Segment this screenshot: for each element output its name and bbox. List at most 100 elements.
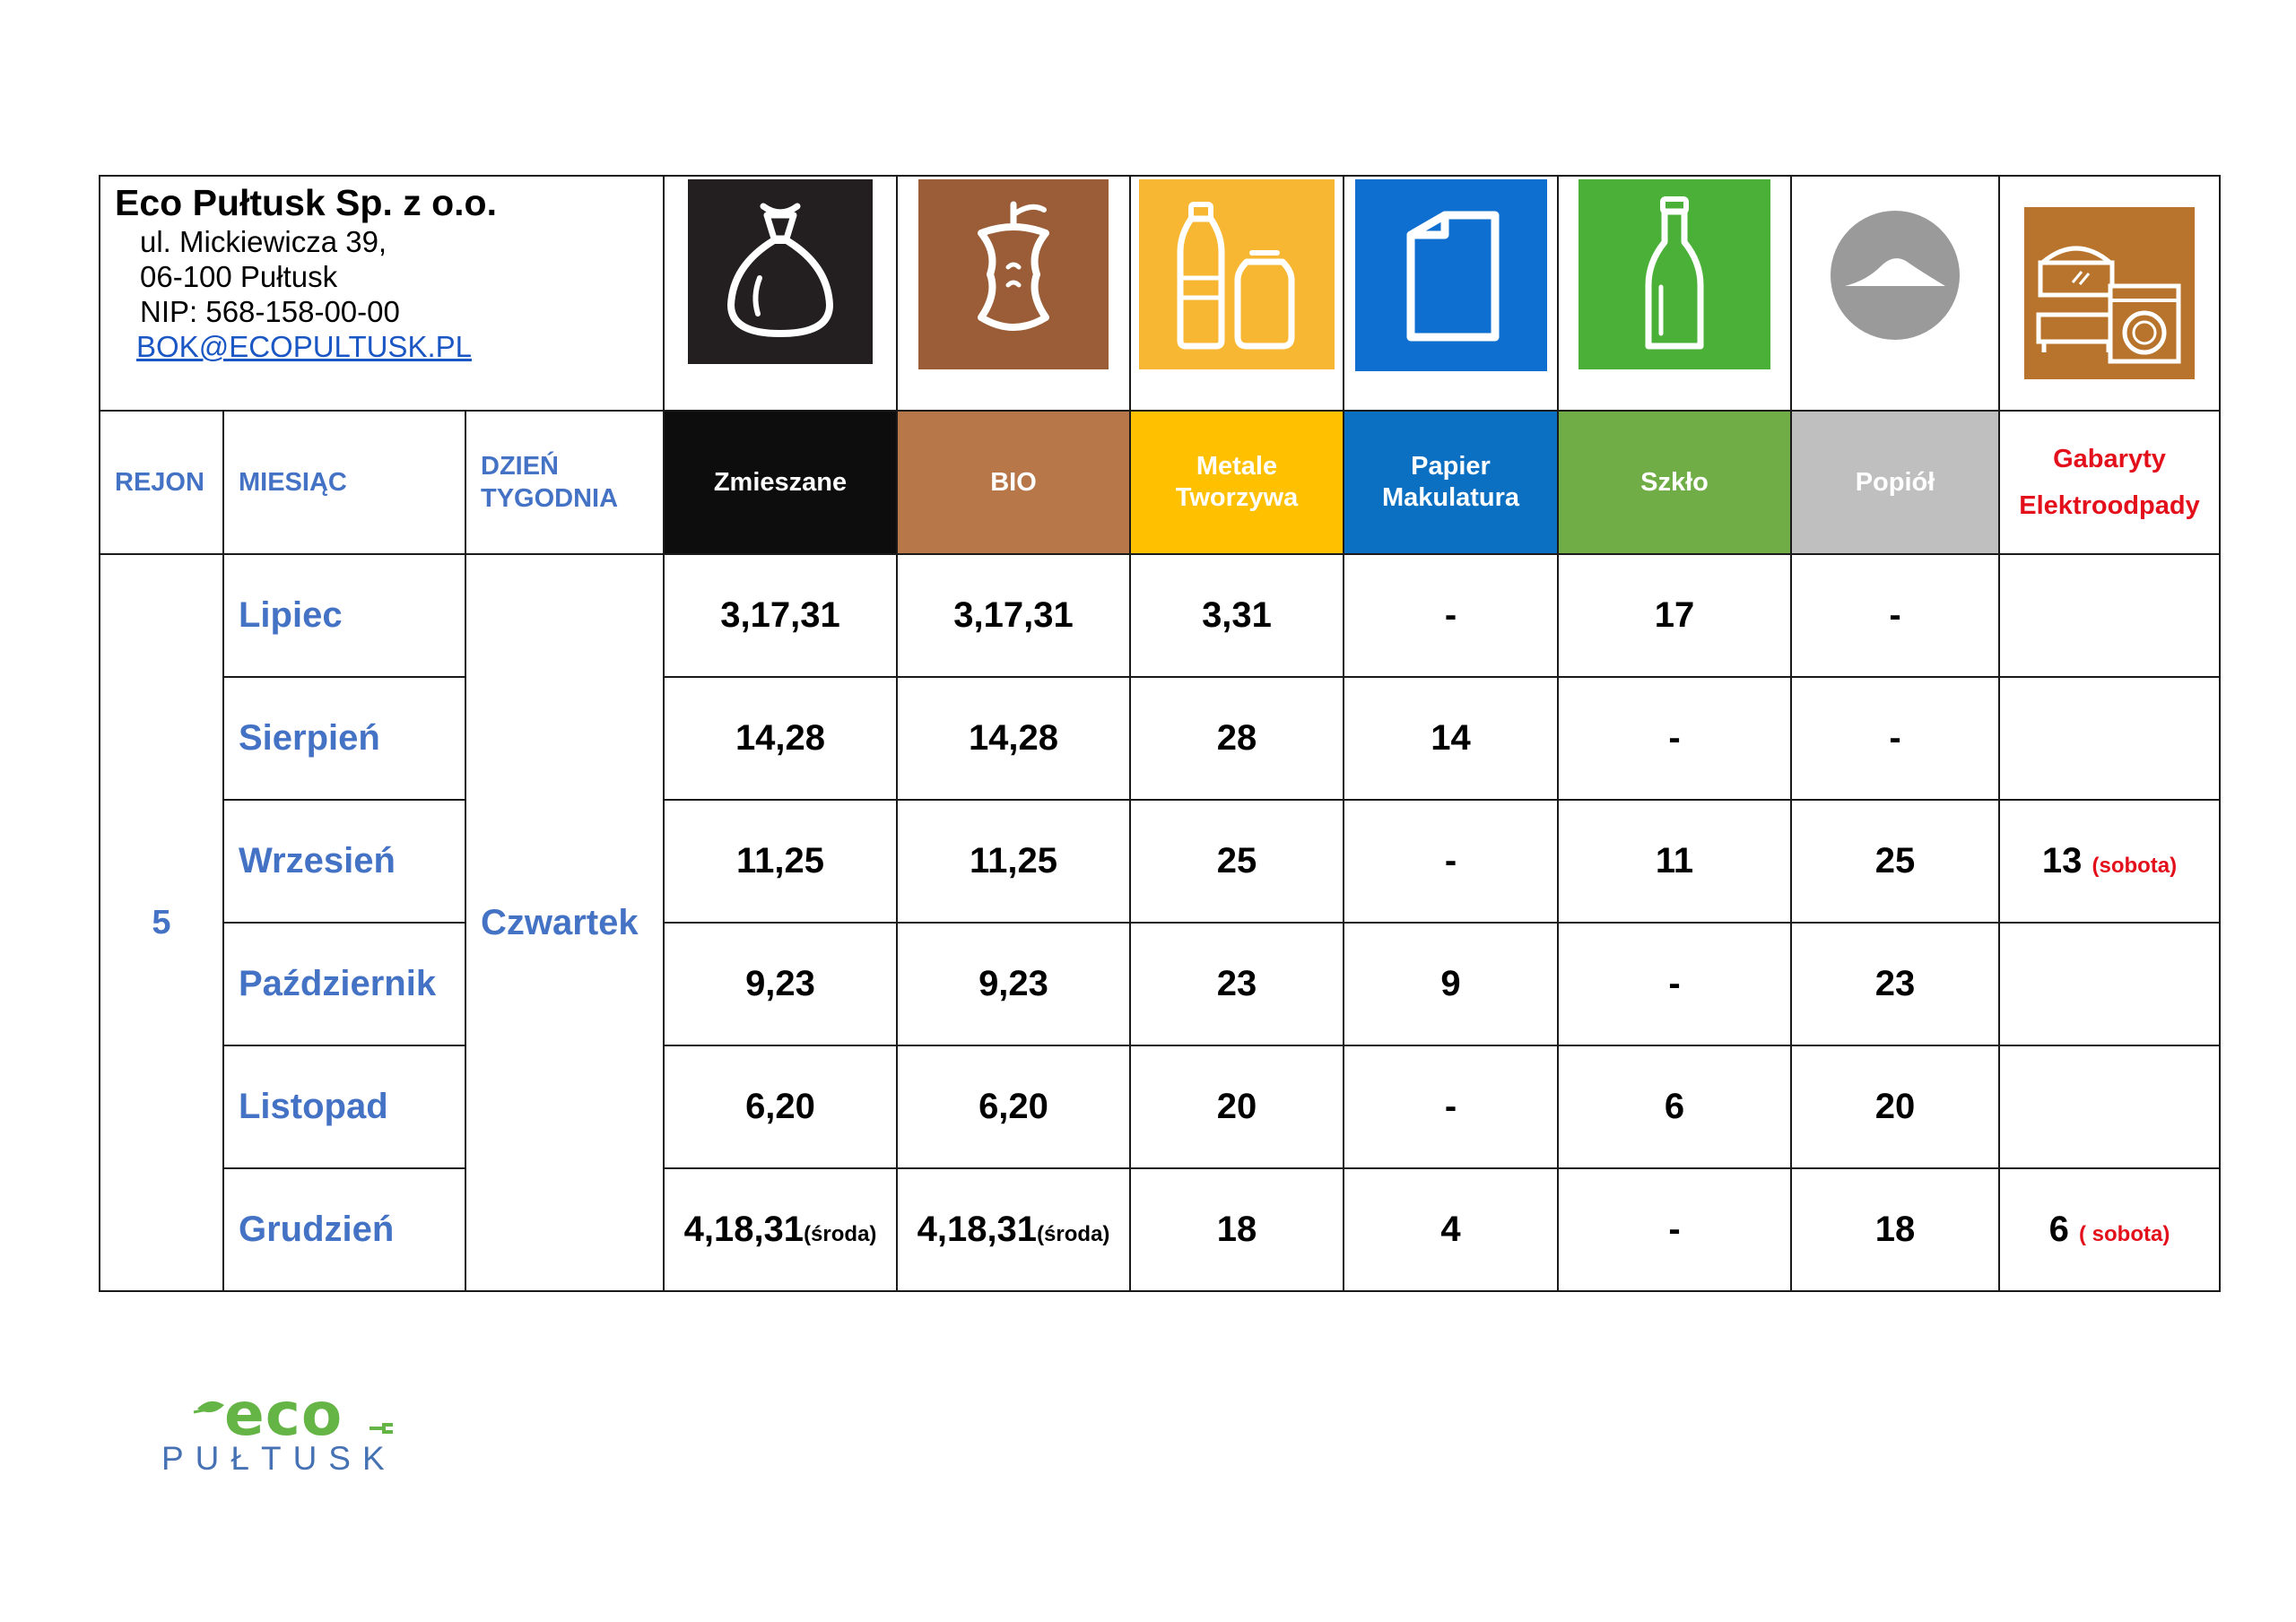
table-row: Listopad 6,20 6,20 20 - 6 20 — [100, 1045, 2221, 1169]
metal-cell: 25 — [1129, 799, 1344, 924]
header-gabaryty-line1: Gabaryty — [2053, 445, 2166, 473]
bulky-cell — [1998, 553, 2221, 678]
logo-eco-word: eco — [224, 1380, 344, 1449]
glass-cell: 6 — [1557, 1045, 1792, 1169]
company-info: Eco Pułtusk Sp. z o.o. ul. Mickiewicza 3… — [99, 175, 665, 412]
bio-cell: 14,28 — [896, 676, 1131, 801]
mix-cell: 3,17,31 — [663, 553, 898, 678]
header-gabaryty-line2: Elektroodpady — [2019, 491, 2200, 520]
bio-cell: 11,25 — [896, 799, 1131, 924]
company-street: ul. Mickiewicza 39, — [140, 225, 387, 259]
icon-cell-paper — [1343, 175, 1559, 412]
bio-dates: 9,23 — [978, 964, 1048, 1003]
mix-note: (środa) — [804, 1222, 877, 1246]
paper-cell: - — [1343, 1045, 1559, 1169]
header-rejon: REJON — [99, 410, 224, 555]
header-gabaryty-elektroodpady: Gabaryty Elektroodpady — [1998, 410, 2221, 555]
icon-cell-bulky — [1998, 175, 2221, 412]
glass-cell: - — [1557, 1167, 1792, 1292]
mix-cell: 11,25 — [663, 799, 898, 924]
month-cell: Listopad — [222, 1045, 466, 1169]
bottle-and-can-icon — [1139, 179, 1335, 369]
trash-bag-icon — [688, 179, 873, 364]
mix-cell: 9,23 — [663, 922, 898, 1046]
bio-dates: 6,20 — [978, 1087, 1048, 1126]
metal-cell: 18 — [1129, 1167, 1344, 1292]
bulky-date: 13 — [2041, 841, 2083, 880]
glass-bottle-icon — [1578, 179, 1770, 369]
paper-cell: - — [1343, 553, 1559, 678]
logo-city: PUŁTUSK — [161, 1440, 396, 1477]
mix-cell: 4,18,31(środa) — [663, 1167, 898, 1292]
icon-cell-ash — [1790, 175, 2000, 412]
table-row: Październik 9,23 9,23 23 9 - 23 — [100, 922, 2221, 1046]
bio-cell: 4,18,31(środa) — [896, 1167, 1131, 1292]
bulky-cell: 13 (sobota) — [1998, 799, 2221, 924]
metal-cell: 23 — [1129, 922, 1344, 1046]
month-cell: Lipiec — [222, 553, 466, 678]
mix-dates: 11,25 — [736, 841, 824, 880]
apple-core-icon — [918, 179, 1109, 369]
paper-cell: 9 — [1343, 922, 1559, 1046]
header-popiol: Popiół — [1790, 410, 2000, 555]
metal-cell: 28 — [1129, 676, 1344, 801]
month-cell: Sierpień — [222, 676, 466, 801]
table-row: Sierpień 14,28 14,28 28 14 - - — [100, 676, 2221, 801]
bio-dates: 14,28 — [968, 718, 1059, 758]
bulky-note: (sobota) — [2092, 854, 2178, 878]
bio-dates: 4,18,31 — [917, 1210, 1038, 1249]
bio-dates: 3,17,31 — [953, 595, 1074, 635]
mix-dates: 3,17,31 — [720, 595, 840, 635]
header-metale-line1: Metale — [1196, 452, 1278, 481]
company-city: 06-100 Pułtusk — [140, 260, 338, 294]
table-row: 5 Lipiec Czwartek 3,17,31 3,17,31 3,31 -… — [99, 553, 2221, 1292]
bio-cell: 6,20 — [896, 1045, 1131, 1169]
company-email-link[interactable]: BOK@ECOPULTUSK.PL — [136, 330, 472, 364]
bio-dates: 11,25 — [970, 841, 1057, 880]
header-bio: BIO — [896, 410, 1131, 555]
mix-dates: 9,23 — [745, 964, 815, 1003]
company-name: Eco Pułtusk Sp. z o.o. — [115, 182, 497, 223]
month-cell: Grudzień — [222, 1167, 466, 1292]
bio-cell: 9,23 — [896, 922, 1131, 1046]
icon-cell-glass — [1557, 175, 1792, 412]
bulky-note: ( sobota) — [2079, 1222, 2170, 1246]
header-miesiac: MIESIĄC — [222, 410, 466, 555]
schedule-sheet: Eco Pułtusk Sp. z o.o. ul. Mickiewicza 3… — [99, 175, 2221, 1292]
collection-schedule-table: Eco Pułtusk Sp. z o.o. ul. Mickiewicza 3… — [99, 175, 2221, 1292]
header-zmieszane: Zmieszane — [663, 410, 898, 555]
icon-cell-bio — [896, 175, 1131, 412]
ash-pile-icon — [1831, 211, 1960, 340]
mix-dates: 14,28 — [735, 718, 826, 758]
header-papier-line1: Papier — [1411, 452, 1491, 481]
bulky-cell: 6 ( sobota) — [1998, 1167, 2221, 1292]
glass-cell: 17 — [1557, 553, 1792, 678]
paper-cell: - — [1343, 799, 1559, 924]
glass-cell: - — [1557, 922, 1792, 1046]
bulky-date: 6 — [2048, 1210, 2069, 1249]
ash-cell: 23 — [1790, 922, 2000, 1046]
glass-cell: 11 — [1557, 799, 1792, 924]
header-metale-line2: Tworzywa — [1175, 483, 1299, 512]
ash-cell: - — [1790, 553, 2000, 678]
header-papier-makulatura: Papier Makulatura — [1343, 410, 1559, 555]
paper-cell: 14 — [1343, 676, 1559, 801]
eco-pultusk-logo: eco PUŁTUSK — [158, 1385, 427, 1484]
icon-cell-metal — [1129, 175, 1344, 412]
ash-cell: 18 — [1790, 1167, 2000, 1292]
bulky-cell — [1998, 676, 2221, 801]
ash-cell: - — [1790, 676, 2000, 801]
table-row: Grudzień 4,18,31(środa) 4,18,31(środa) 1… — [100, 1167, 2221, 1292]
mix-cell: 14,28 — [663, 676, 898, 801]
day-of-week: Czwartek — [465, 553, 665, 1292]
leaf-plug-icon — [193, 1401, 393, 1434]
furniture-washing-machine-icon — [2024, 207, 2195, 379]
mix-dates: 4,18,31 — [683, 1210, 804, 1249]
header-dzien-line1: DZIEŃ — [481, 452, 559, 481]
header-szklo: Szkło — [1557, 410, 1792, 555]
header-dzien-tygodnia: DZIEŃ TYGODNIA — [465, 410, 665, 555]
icon-cell-mix — [663, 175, 898, 412]
bio-cell: 3,17,31 — [896, 553, 1131, 678]
paper-cell: 4 — [1343, 1167, 1559, 1292]
header-papier-line2: Makulatura — [1381, 483, 1520, 512]
